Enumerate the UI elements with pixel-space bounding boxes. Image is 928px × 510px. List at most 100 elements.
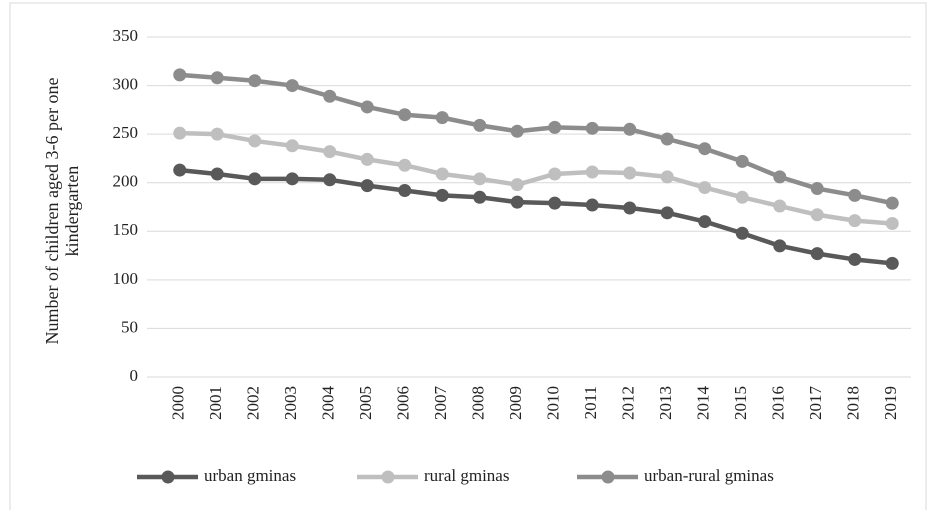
point (660, 170, 674, 184)
point (810, 208, 824, 222)
y-tick-label: 100 (113, 269, 139, 288)
point (398, 158, 412, 172)
point (323, 89, 337, 103)
point (173, 163, 187, 177)
point (660, 132, 674, 146)
y-tick-label: 150 (113, 220, 139, 239)
point (398, 183, 412, 197)
series-line (179, 167, 893, 266)
legend-label: rural gminas (424, 466, 509, 485)
point (885, 256, 899, 270)
point (548, 196, 562, 210)
x-tick-label: 2003 (281, 386, 300, 420)
point (173, 126, 187, 140)
point (285, 172, 299, 186)
point (510, 124, 524, 138)
point (323, 173, 337, 187)
point (248, 172, 262, 186)
point (735, 154, 749, 168)
point (210, 127, 224, 141)
point (698, 142, 712, 156)
point (885, 217, 899, 231)
x-tick-label: 2010 (544, 386, 563, 420)
x-tick-label: 2015 (731, 386, 750, 420)
x-tick-label: 2001 (206, 386, 225, 420)
point (435, 188, 449, 202)
point (285, 79, 299, 93)
point (510, 195, 524, 209)
point (360, 179, 374, 193)
point (510, 178, 524, 192)
point (773, 170, 787, 184)
point (810, 247, 824, 261)
point (623, 166, 637, 180)
point (773, 239, 787, 253)
y-tick-label: 300 (113, 74, 139, 93)
point (735, 226, 749, 240)
y-tick-label: 350 (113, 26, 139, 45)
point (360, 152, 374, 166)
point (623, 201, 637, 215)
legend-marker (381, 470, 395, 484)
point (585, 198, 599, 212)
chart-border (9, 2, 927, 510)
y-tick-label: 50 (121, 317, 138, 336)
x-tick-label: 2005 (356, 386, 375, 420)
y-tick-label: 200 (113, 172, 139, 191)
point (660, 206, 674, 220)
point (360, 100, 374, 114)
x-tick-label: 2012 (619, 386, 638, 420)
point (548, 167, 562, 181)
point (623, 122, 637, 136)
point (285, 139, 299, 153)
point (698, 181, 712, 195)
point (585, 121, 599, 135)
point (173, 68, 187, 82)
x-tick-label: 2013 (656, 386, 675, 420)
point (548, 120, 562, 134)
point (435, 167, 449, 181)
x-tick-label: 2008 (469, 386, 488, 420)
point (735, 190, 749, 204)
point (848, 214, 862, 228)
point (210, 71, 224, 85)
point (698, 215, 712, 229)
point (398, 108, 412, 122)
legend-marker (601, 470, 615, 484)
y-tick-label: 250 (113, 123, 139, 142)
x-tick-label: 2000 (169, 386, 188, 420)
y-axis-title: Number of children aged 3-6 per one kind… (42, 77, 82, 345)
x-tick-label: 2018 (844, 386, 863, 420)
point (885, 196, 899, 210)
y-tick-label: 0 (130, 366, 139, 385)
point (473, 172, 487, 186)
x-tick-label: 2016 (769, 386, 788, 420)
x-tick-label: 2004 (319, 386, 338, 421)
point (210, 167, 224, 181)
point (810, 182, 824, 196)
point (248, 74, 262, 88)
point (773, 199, 787, 213)
legend-label: urban gminas (204, 466, 296, 485)
point (848, 252, 862, 266)
x-tick-label: 2011 (581, 386, 600, 419)
point (323, 145, 337, 159)
x-tick-label: 2006 (394, 386, 413, 420)
legend-marker (161, 470, 175, 484)
x-tick-label: 2017 (806, 386, 825, 421)
point (473, 118, 487, 132)
series-line (179, 72, 893, 206)
x-tick-label: 2009 (506, 386, 525, 420)
point (848, 188, 862, 202)
x-tick-label: 2007 (431, 386, 450, 421)
point (585, 165, 599, 179)
x-tick-label: 2014 (694, 386, 713, 421)
point (248, 134, 262, 148)
x-tick-label: 2019 (881, 386, 900, 420)
point (473, 190, 487, 204)
legend-label: urban-rural gminas (644, 466, 774, 485)
x-tick-label: 2002 (244, 386, 263, 420)
point (435, 111, 449, 125)
